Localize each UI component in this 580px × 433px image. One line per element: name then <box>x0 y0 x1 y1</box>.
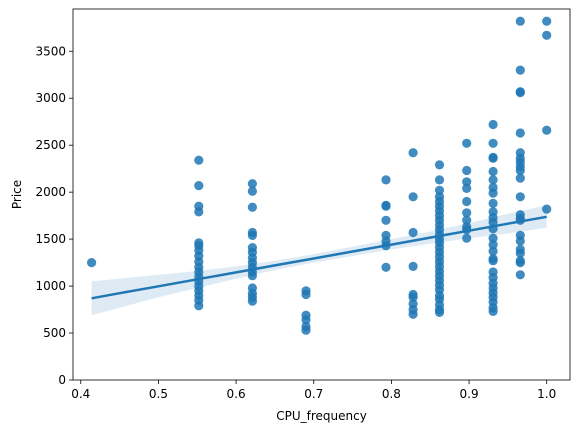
data-point <box>488 217 498 227</box>
x-tick-label: 0.8 <box>382 387 401 401</box>
x-tick-label: 0.5 <box>149 387 168 401</box>
confidence-band-layer <box>91 205 547 316</box>
data-point <box>434 185 445 195</box>
data-point <box>301 325 311 335</box>
data-point <box>408 261 418 271</box>
data-point <box>488 256 498 266</box>
data-point <box>247 230 257 240</box>
data-point <box>488 240 498 250</box>
data-point <box>542 30 552 40</box>
data-point <box>434 307 445 317</box>
plot-frame <box>72 8 571 381</box>
data-point <box>462 183 472 193</box>
data-point <box>488 153 498 163</box>
data-point <box>381 175 391 185</box>
data-point <box>408 192 418 202</box>
data-point <box>247 202 257 212</box>
x-tick-label: 0.7 <box>304 387 323 401</box>
regression-line-layer <box>91 215 547 300</box>
data-point <box>194 181 204 191</box>
data-point <box>381 201 391 211</box>
data-point <box>408 309 418 319</box>
data-point <box>515 248 525 258</box>
data-point <box>301 289 311 300</box>
x-tick-label: 1.0 <box>537 387 556 401</box>
y-tick-label: 3000 <box>35 91 66 105</box>
x-tick-label: 0.6 <box>227 387 246 401</box>
x-ticks: 0.4 0.5 0.6 0.7 0.8 0.9 1.0 <box>71 380 556 401</box>
data-point <box>462 233 472 243</box>
data-point <box>542 204 552 214</box>
data-point <box>542 125 552 135</box>
data-point <box>515 236 525 246</box>
data-point <box>87 258 97 268</box>
data-point <box>488 233 498 243</box>
data-point <box>488 198 498 208</box>
y-tick-label: 2500 <box>35 138 66 152</box>
data-point <box>515 65 525 75</box>
data-point <box>381 262 391 272</box>
data-point <box>515 192 525 202</box>
data-point <box>515 258 525 268</box>
data-point <box>381 215 391 225</box>
data-point <box>194 155 204 165</box>
data-point <box>462 208 472 218</box>
y-tick-label: 1000 <box>35 279 66 293</box>
regression-line <box>91 215 547 300</box>
data-point <box>488 138 498 148</box>
data-point <box>462 165 472 176</box>
data-point <box>515 88 525 98</box>
data-point <box>542 16 552 26</box>
data-point <box>247 296 257 306</box>
data-point <box>462 177 472 187</box>
data-point <box>434 160 445 170</box>
data-point <box>194 301 204 311</box>
y-tick-label: 0 <box>58 373 66 387</box>
x-axis-label: CPU_frequency <box>276 409 367 423</box>
y-tick-label: 500 <box>43 326 66 340</box>
data-point <box>301 315 311 325</box>
data-point <box>408 292 418 302</box>
data-point <box>488 119 498 130</box>
y-tick-label: 3500 <box>35 44 66 58</box>
data-point <box>462 215 472 225</box>
data-point <box>515 270 525 280</box>
data-point <box>434 175 445 185</box>
y-tick-label: 2000 <box>35 185 66 199</box>
y-axis-label: Price <box>10 180 24 209</box>
data-point <box>515 128 525 138</box>
x-tick-label: 0.9 <box>460 387 479 401</box>
data-point <box>488 188 498 198</box>
data-point <box>488 246 498 256</box>
data-point <box>194 207 204 217</box>
data-point <box>247 271 257 281</box>
data-point <box>462 138 472 148</box>
data-point <box>488 306 498 316</box>
data-point <box>247 186 257 196</box>
data-point <box>408 227 418 238</box>
confidence-band <box>91 205 547 316</box>
data-point <box>515 16 525 26</box>
data-point <box>515 173 525 183</box>
data-point <box>488 175 498 185</box>
data-point <box>488 166 498 177</box>
y-ticks: 0 500 1000 1500 2000 2500 3000 3500 <box>35 44 73 387</box>
y-tick-label: 1500 <box>35 232 66 246</box>
points-layer <box>87 16 552 335</box>
data-point <box>462 196 472 207</box>
data-point <box>247 179 257 189</box>
data-point <box>408 148 418 158</box>
x-tick-label: 0.4 <box>71 387 90 401</box>
data-point <box>515 165 525 176</box>
